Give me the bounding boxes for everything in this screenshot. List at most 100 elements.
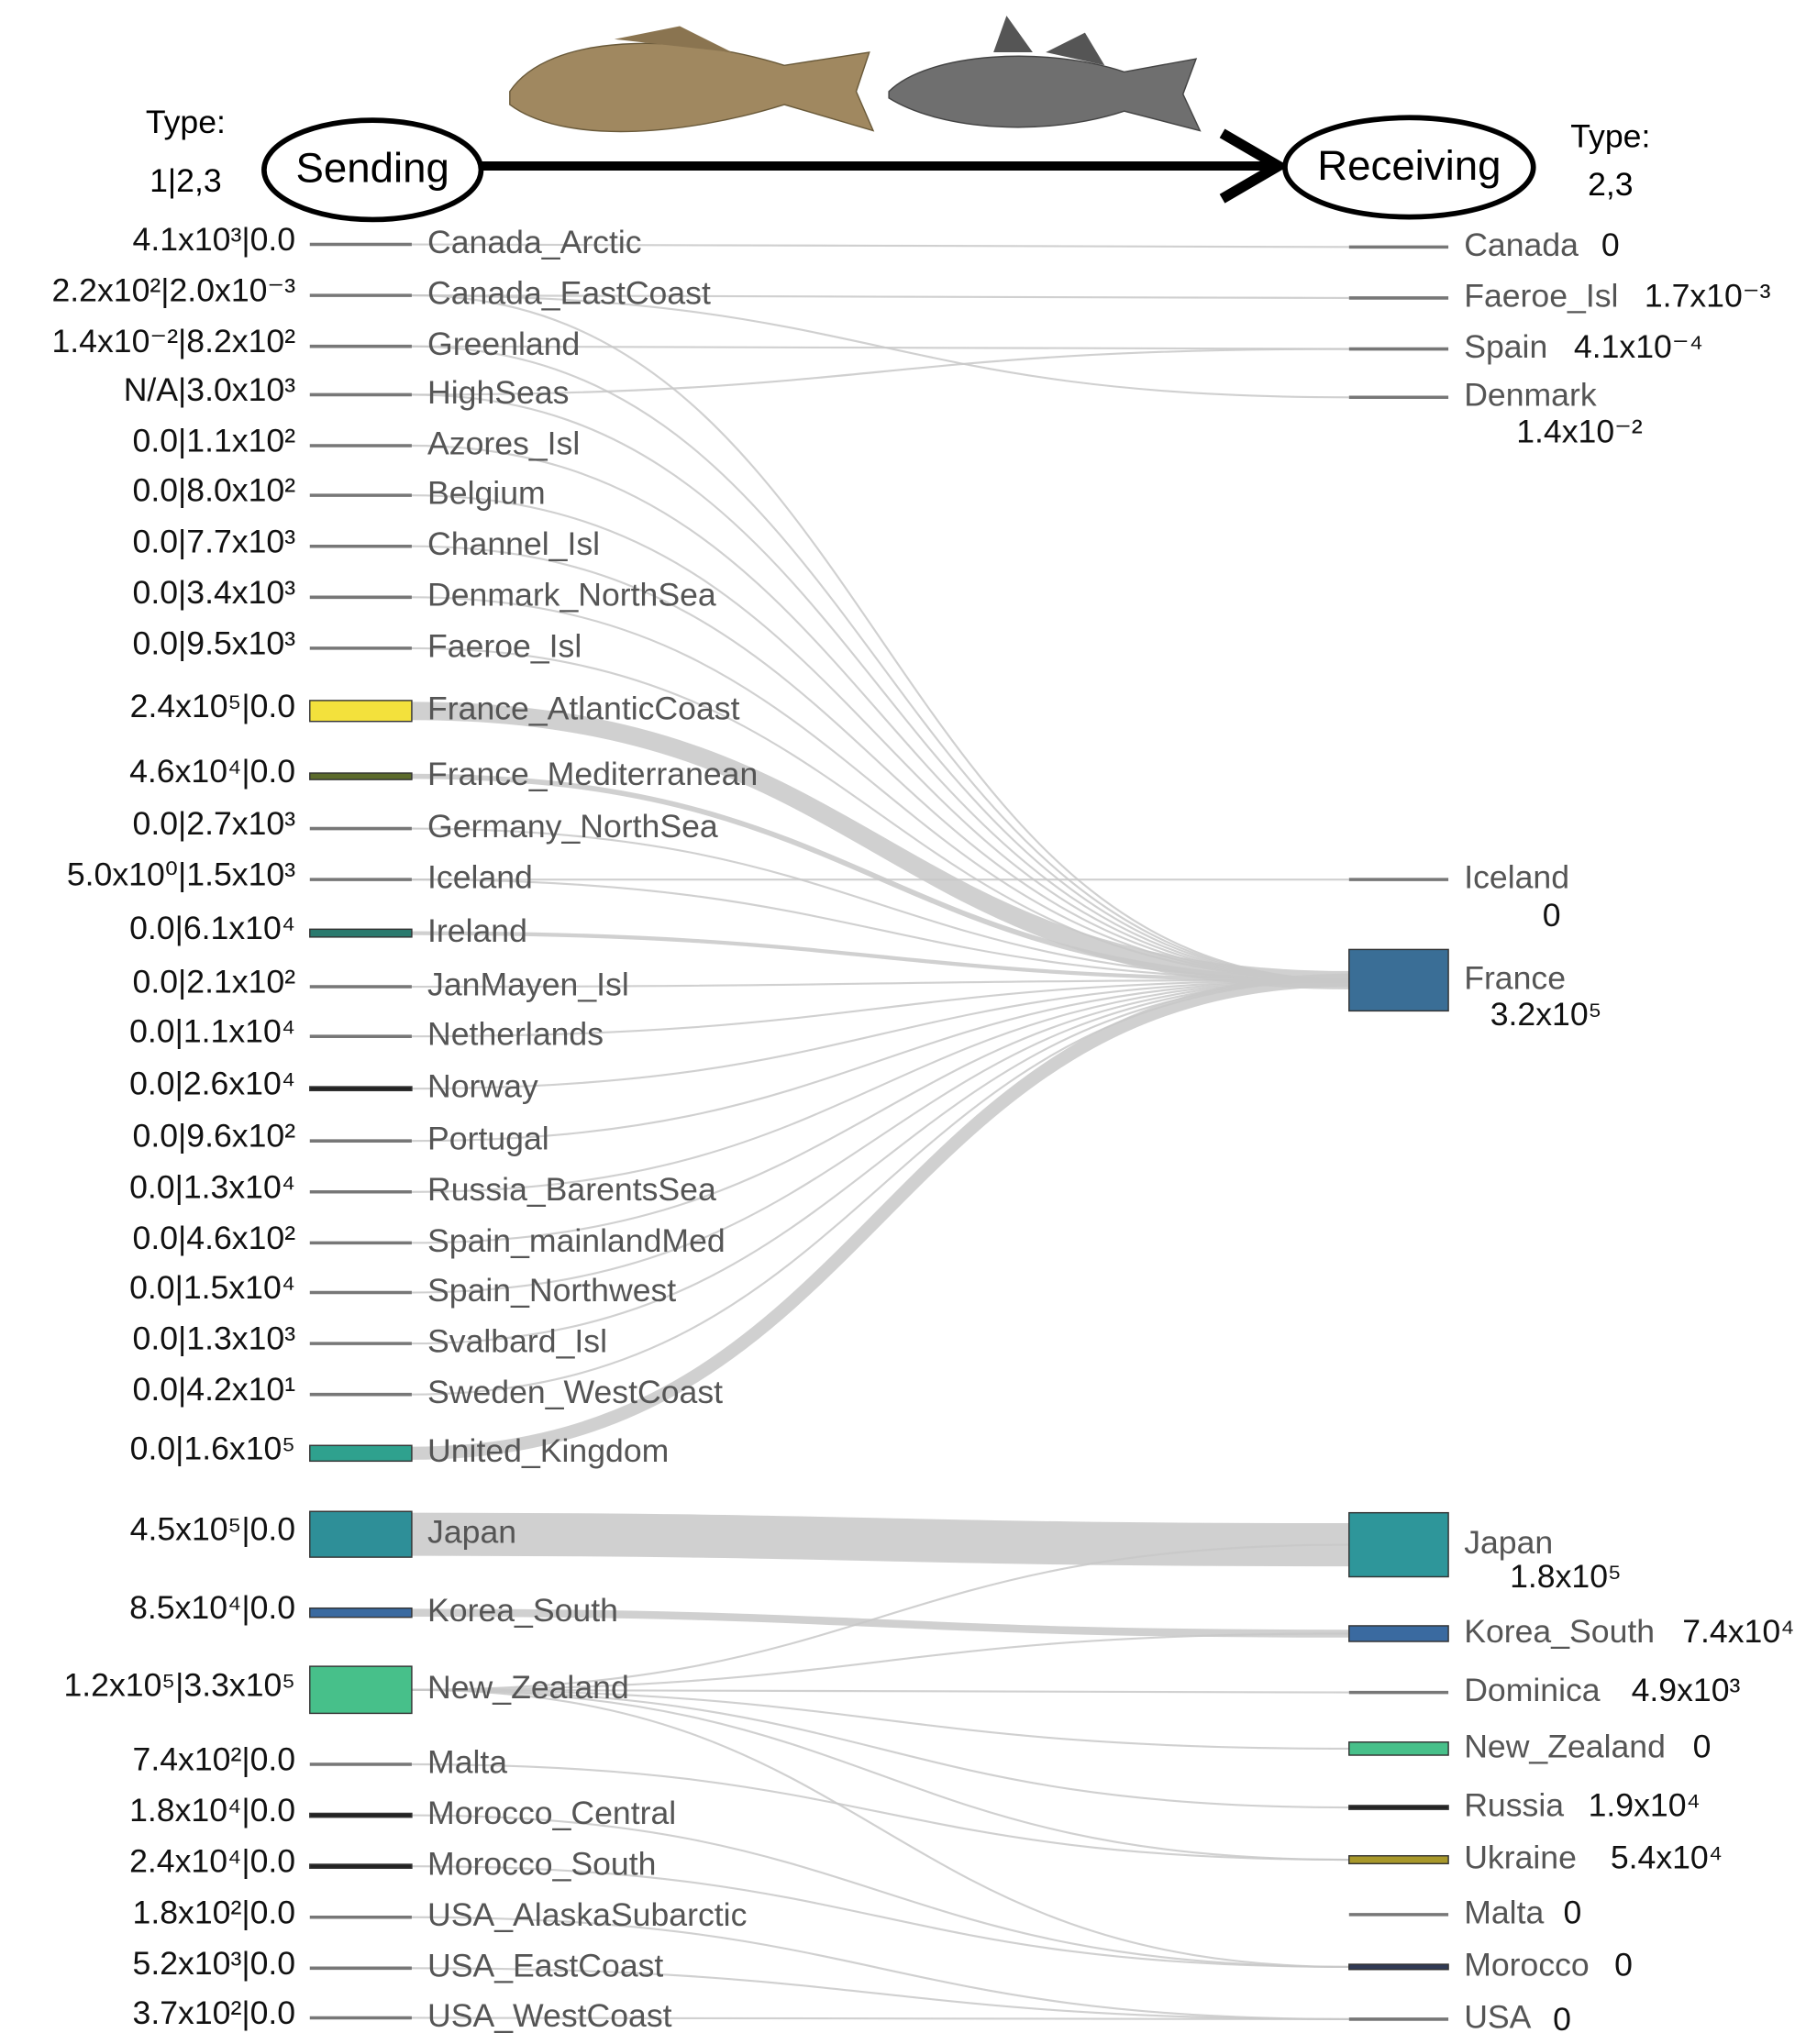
flow-link	[411, 2016, 1349, 2020]
sender-bar	[309, 1863, 413, 1870]
receiver-value: 1.7x10⁻³	[1645, 277, 1771, 314]
receiver-value: 0	[1601, 226, 1620, 263]
sender-value: 0.0|2.1x10²	[133, 964, 296, 1000]
receiver-value: 1.8x10⁵	[1510, 1558, 1622, 1595]
receiver-value: 4.1x10⁻⁴	[1574, 328, 1703, 365]
flow-link	[411, 1814, 1349, 1968]
sender-value: 4.5x10⁵|0.0	[130, 1511, 295, 1548]
flow-link	[411, 1762, 1349, 1862]
sender-name: Greenland	[427, 326, 580, 362]
receiver-name: Canada	[1464, 226, 1579, 263]
sender-name: Channel_Isl	[427, 525, 600, 562]
flow-link	[411, 1688, 1349, 1750]
flow-link	[411, 1512, 1349, 1567]
flow-link	[411, 545, 1349, 981]
sender-name: Azores_Isl	[427, 425, 580, 461]
sender-bar	[309, 1086, 413, 1092]
sending-type: 1|2,3	[150, 162, 222, 199]
flow-link	[411, 931, 1349, 983]
receiver-value: 5.4x10⁴	[1611, 1839, 1723, 1875]
sender-value: 8.5x10⁴|0.0	[129, 1589, 295, 1626]
sending-type-title: Type:	[146, 104, 226, 140]
sender-bar	[309, 1607, 413, 1619]
sender-value: 1.4x10⁻²|8.2x10²	[51, 323, 295, 359]
sender-name: JanMayen_Isl	[427, 966, 629, 1002]
sending-label: Sending	[296, 145, 449, 192]
sender-name: USA_EastCoast	[427, 1948, 663, 1984]
sender-bar	[309, 1665, 413, 1715]
sender-name: Russia_BarentsSea	[427, 1171, 716, 1208]
sender-name: Germany_NorthSea	[427, 808, 718, 845]
sender-name: New_Zealand	[427, 1669, 629, 1706]
receiver-value: 1.4x10⁻²	[1516, 414, 1643, 450]
flow-link	[411, 978, 1349, 1193]
sender-value: 1.8x10²|0.0	[133, 1894, 296, 1930]
sender-name: Canada_Arctic	[427, 224, 642, 260]
receiver-name: Iceland	[1464, 859, 1569, 896]
receiver-bar	[1348, 948, 1449, 1012]
sender-name: Faeroe_Isl	[427, 627, 582, 664]
sender-value: 1.2x10⁵|3.3x10⁵	[63, 1666, 295, 1703]
sender-value: 0.0|9.6x10²	[133, 1118, 296, 1155]
flow-link	[411, 1688, 1349, 1862]
sender-name: USA_WestCoast	[427, 1997, 672, 2034]
sender-value: 1.8x10⁴|0.0	[129, 1792, 295, 1829]
sender-name: France_Mediterranean	[427, 756, 758, 792]
sender-name: Ireland	[427, 912, 527, 949]
flow-link	[411, 1608, 1349, 1638]
sender-value: 0.0|4.6x10²	[133, 1220, 296, 1256]
flow-link	[411, 1916, 1349, 2020]
flow-link	[411, 345, 1349, 350]
sender-value: 2.4x10⁴|0.0	[129, 1843, 295, 1880]
receiver-bar	[1348, 1625, 1449, 1642]
receiver-name: USA	[1464, 1998, 1531, 2035]
receiver-value: 3.2x10⁵	[1490, 996, 1602, 1033]
sender-name: Denmark_NorthSea	[427, 577, 716, 613]
flow-link	[411, 1967, 1349, 2020]
sender-name: Netherlands	[427, 1016, 604, 1053]
receiver-bar	[1348, 1963, 1449, 1971]
sender-value: 0.0|1.1x10⁴	[129, 1013, 295, 1050]
receiver-bar	[1348, 1805, 1449, 1810]
receiver-bar	[1348, 1741, 1449, 1756]
fish-cod	[509, 26, 875, 133]
receiver-name: New_Zealand	[1464, 1728, 1666, 1764]
sender-bar	[309, 1444, 413, 1463]
receiver-value: 1.9x10⁴	[1589, 1786, 1701, 1823]
receiver-name: Ukraine	[1464, 1839, 1577, 1875]
receiving-type-title: Type:	[1570, 117, 1650, 154]
flow-link	[411, 1865, 1349, 1968]
sender-name: Morocco_Central	[427, 1795, 676, 1831]
sender-value: 0.0|3.4x10³	[133, 574, 296, 611]
sender-value: 2.4x10⁵|0.0	[130, 688, 295, 724]
receiver-value: 0	[1543, 897, 1561, 934]
flow-link	[411, 978, 1349, 1143]
sender-name: Portugal	[427, 1121, 549, 1157]
receiver-name: Dominica	[1464, 1672, 1601, 1708]
flow-link	[411, 702, 1349, 989]
receiver-value: 7.4x10⁴	[1682, 1613, 1794, 1650]
flow-link	[411, 348, 1349, 396]
sender-value: 0.0|4.2x10¹	[133, 1371, 296, 1408]
receiver-name: Faeroe_Isl	[1464, 277, 1618, 314]
sender-value: 4.6x10⁴|0.0	[129, 753, 295, 790]
sender-value: 2.2x10²|2.0x10⁻³	[51, 272, 295, 309]
sender-name: USA_AlaskaSubarctic	[427, 1896, 747, 1933]
sender-name: Norway	[427, 1068, 538, 1105]
sender-bar	[309, 1812, 413, 1818]
sender-name: Spain_mainlandMed	[427, 1222, 726, 1259]
sender-value: 0.0|8.0x10²	[133, 472, 296, 509]
receiver-value: 0	[1553, 2001, 1571, 2038]
flow-link	[411, 1688, 1349, 1968]
sender-value: 3.7x10²|0.0	[133, 1994, 296, 2031]
receiver-name: Malta	[1464, 1894, 1544, 1930]
sender-bar	[309, 928, 413, 938]
flow-link	[411, 978, 1349, 1244]
fish-pollock	[888, 16, 1202, 132]
flow-link	[411, 978, 1349, 1090]
sender-bar	[309, 1510, 413, 1558]
arrow-head	[1219, 128, 1290, 204]
sender-name: Iceland	[427, 859, 533, 896]
sender-name: Morocco_South	[427, 1846, 656, 1883]
flow-link	[411, 1688, 1349, 1694]
